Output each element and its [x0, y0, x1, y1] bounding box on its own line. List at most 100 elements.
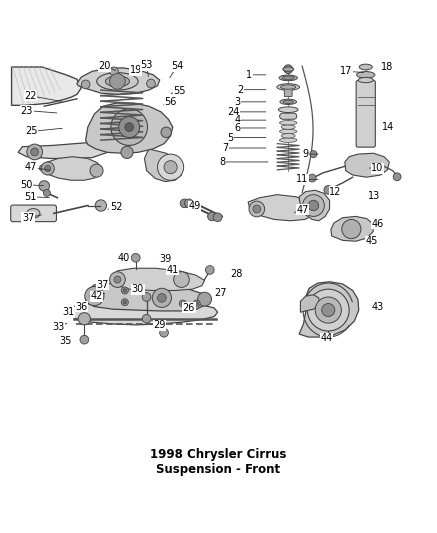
- Ellipse shape: [359, 64, 372, 70]
- Text: 3: 3: [234, 97, 240, 107]
- Circle shape: [310, 151, 317, 158]
- Text: 2: 2: [237, 85, 243, 95]
- Text: 28: 28: [231, 269, 243, 279]
- Ellipse shape: [280, 138, 297, 142]
- Text: 53: 53: [140, 60, 153, 70]
- Circle shape: [324, 335, 333, 344]
- Circle shape: [198, 292, 212, 306]
- Circle shape: [114, 276, 121, 283]
- Text: 29: 29: [153, 320, 166, 330]
- Text: 39: 39: [159, 254, 171, 264]
- Circle shape: [121, 298, 128, 306]
- Circle shape: [121, 287, 128, 294]
- Circle shape: [45, 165, 51, 172]
- Circle shape: [160, 328, 168, 337]
- Circle shape: [90, 164, 103, 177]
- Circle shape: [27, 144, 42, 160]
- Circle shape: [393, 173, 401, 181]
- Ellipse shape: [279, 75, 297, 80]
- Polygon shape: [299, 282, 359, 337]
- Circle shape: [121, 146, 133, 158]
- Circle shape: [307, 289, 349, 331]
- FancyBboxPatch shape: [11, 205, 56, 222]
- Text: 50: 50: [20, 180, 32, 190]
- Polygon shape: [74, 299, 218, 325]
- Circle shape: [161, 127, 171, 138]
- Circle shape: [81, 80, 90, 89]
- Polygon shape: [18, 142, 108, 158]
- Polygon shape: [86, 283, 209, 311]
- Circle shape: [123, 289, 127, 292]
- Text: 11: 11: [296, 174, 309, 184]
- Ellipse shape: [280, 120, 297, 125]
- Text: 22: 22: [24, 91, 37, 101]
- Text: 5: 5: [227, 133, 233, 142]
- Text: 23: 23: [21, 106, 33, 116]
- Circle shape: [213, 213, 222, 222]
- Polygon shape: [345, 154, 389, 177]
- Polygon shape: [86, 103, 173, 154]
- Circle shape: [302, 195, 324, 216]
- Circle shape: [342, 220, 361, 239]
- Text: 47: 47: [25, 162, 38, 172]
- Circle shape: [110, 74, 125, 89]
- Text: 41: 41: [166, 265, 179, 275]
- Text: 37: 37: [22, 213, 35, 223]
- Circle shape: [315, 297, 341, 323]
- Text: 46: 46: [371, 219, 384, 229]
- Text: 7: 7: [222, 143, 228, 153]
- Text: 4: 4: [234, 115, 240, 125]
- Text: 35: 35: [59, 336, 71, 345]
- Text: 9: 9: [302, 149, 309, 159]
- Text: 1998 Chrysler Cirrus
Suspension - Front: 1998 Chrysler Cirrus Suspension - Front: [150, 448, 287, 477]
- Text: 30: 30: [132, 284, 144, 294]
- Ellipse shape: [105, 76, 129, 87]
- Circle shape: [78, 313, 90, 325]
- Text: 19: 19: [130, 66, 142, 76]
- Polygon shape: [280, 113, 297, 119]
- Text: 56: 56: [164, 97, 177, 107]
- Text: 47: 47: [296, 205, 309, 215]
- Circle shape: [322, 303, 335, 317]
- Circle shape: [31, 148, 38, 156]
- FancyBboxPatch shape: [356, 80, 375, 147]
- Ellipse shape: [281, 125, 295, 130]
- Text: 20: 20: [98, 61, 111, 71]
- Circle shape: [249, 201, 265, 217]
- Ellipse shape: [281, 85, 296, 89]
- Text: 37: 37: [96, 280, 108, 290]
- Text: 17: 17: [340, 66, 352, 76]
- Text: 33: 33: [52, 321, 64, 332]
- Polygon shape: [331, 216, 373, 241]
- Circle shape: [85, 287, 104, 306]
- Polygon shape: [299, 190, 329, 221]
- FancyBboxPatch shape: [284, 88, 292, 96]
- Text: 55: 55: [173, 85, 186, 95]
- Text: 44: 44: [320, 333, 333, 343]
- Polygon shape: [300, 295, 319, 312]
- Circle shape: [308, 174, 316, 182]
- Circle shape: [181, 302, 184, 305]
- Polygon shape: [145, 149, 181, 182]
- Ellipse shape: [97, 72, 138, 90]
- Circle shape: [308, 200, 319, 211]
- Circle shape: [208, 212, 216, 221]
- Text: 8: 8: [220, 157, 226, 167]
- Ellipse shape: [282, 76, 294, 80]
- Ellipse shape: [280, 99, 296, 104]
- Polygon shape: [111, 268, 205, 290]
- Circle shape: [324, 185, 333, 194]
- Ellipse shape: [277, 84, 299, 90]
- Circle shape: [157, 294, 166, 302]
- Circle shape: [180, 199, 189, 208]
- Text: 14: 14: [382, 122, 395, 132]
- Text: 31: 31: [62, 307, 74, 317]
- Circle shape: [43, 189, 50, 196]
- Circle shape: [41, 162, 54, 175]
- Text: 27: 27: [215, 288, 227, 297]
- Ellipse shape: [283, 67, 294, 71]
- Circle shape: [132, 253, 140, 262]
- Circle shape: [253, 205, 261, 213]
- Polygon shape: [248, 195, 318, 221]
- Circle shape: [164, 160, 177, 174]
